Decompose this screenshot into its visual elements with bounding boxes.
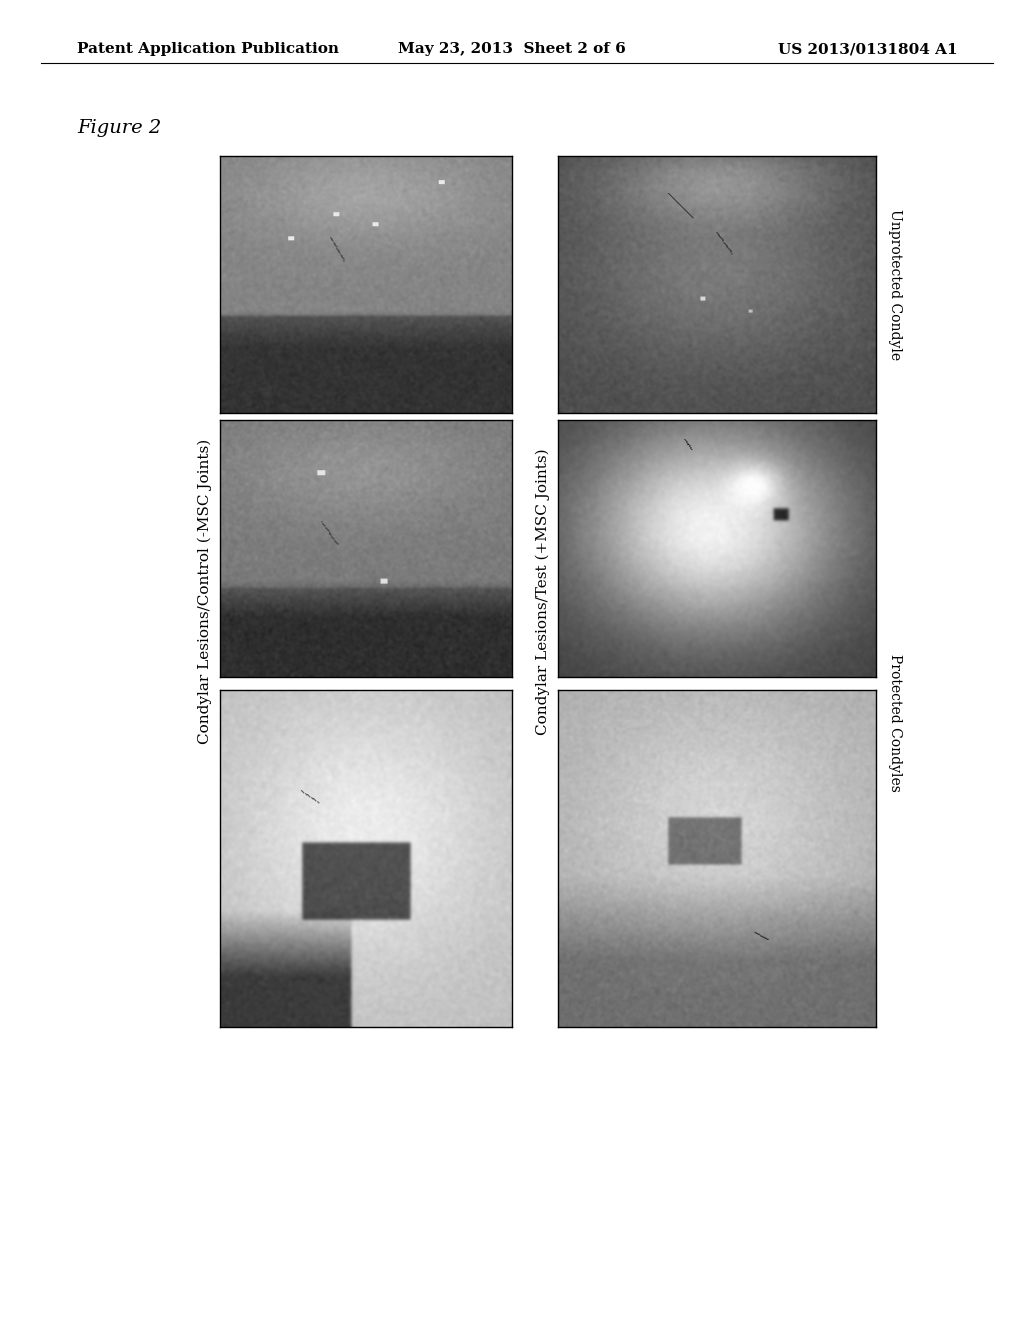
Text: Patent Application Publication: Patent Application Publication <box>77 42 339 57</box>
Text: US 2013/0131804 A1: US 2013/0131804 A1 <box>778 42 957 57</box>
Text: Figure 2: Figure 2 <box>77 119 161 137</box>
Text: Protected Condyles: Protected Condyles <box>888 655 902 792</box>
Text: Condylar Lesions/Control (-MSC Joints): Condylar Lesions/Control (-MSC Joints) <box>198 438 212 744</box>
Text: Condylar Lesions/Test (+MSC Joints): Condylar Lesions/Test (+MSC Joints) <box>536 447 550 735</box>
Text: Unprotected Condyle: Unprotected Condyle <box>888 209 902 360</box>
Text: May 23, 2013  Sheet 2 of 6: May 23, 2013 Sheet 2 of 6 <box>398 42 626 57</box>
